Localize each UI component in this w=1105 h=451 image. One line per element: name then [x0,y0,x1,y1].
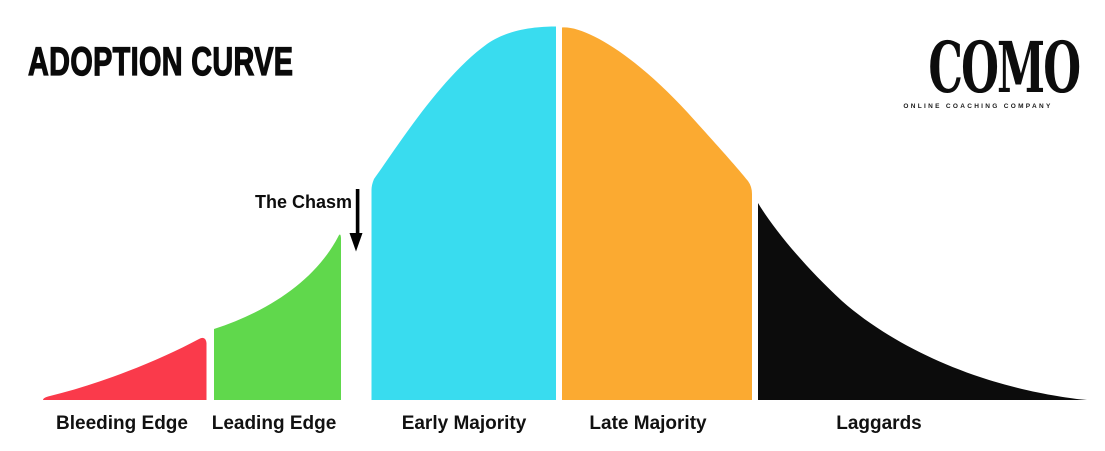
segment-label-leading-edge: Leading Edge [211,413,337,434]
segment-label-late-majority: Late Majority [589,413,707,434]
segment-bleeding-edge [43,337,207,400]
segment-laggards [758,203,1087,400]
segment-late-majority [562,27,752,401]
segment-leading-edge [214,234,341,400]
page-title: ADOPTION CURVE [28,40,294,84]
como-logo: COMO ONLINE COACHING COMPANY [898,32,1081,111]
segment-label-laggards: Laggards [836,413,922,434]
chasm-down-arrow-icon [349,189,363,252]
chasm-label: The Chasm [254,192,352,212]
logo-tagline: ONLINE COACHING COMPANY [903,103,1053,111]
segment-label-early-majority: Early Majority [401,413,527,434]
segment-label-bleeding-edge: Bleeding Edge [56,413,188,434]
segment-early-majority [371,26,556,400]
